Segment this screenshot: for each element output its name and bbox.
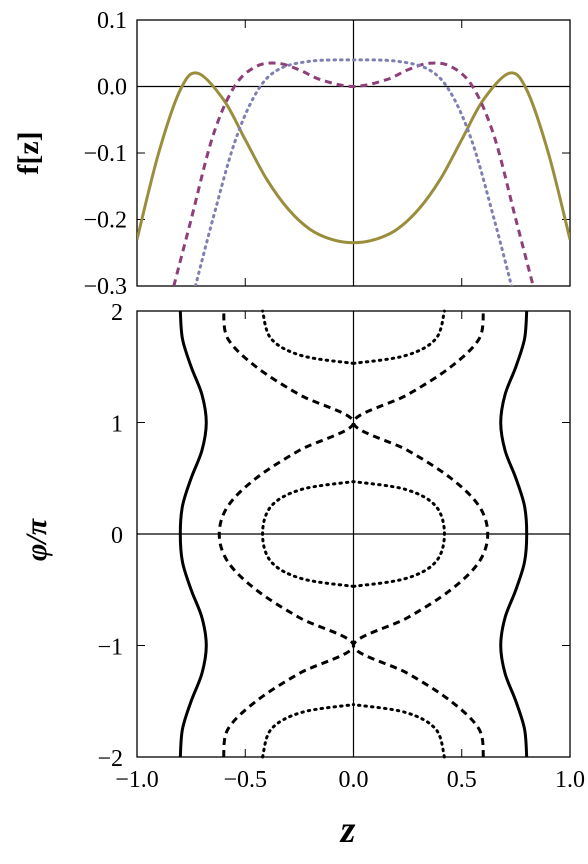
bottom-series-dotted-loop-0-right — [352, 480, 446, 588]
top-y-tick-label-0: 0.1 — [97, 8, 127, 34]
bottom-series-solid-right — [499, 310, 529, 758]
top-series-line-solid — [137, 71, 570, 245]
top-y-tick-labels: 0.1 0.0 −0.1 −0.2 −0.3 — [83, 8, 127, 300]
bottom-series-dotted-loop-2-left — [261, 703, 355, 759]
bottom-y-tick-label-3: −1 — [97, 635, 123, 661]
bottom-y-tick-label-2: 0 — [111, 523, 123, 549]
top-y-tick-label-1: 0.0 — [97, 75, 127, 101]
bottom-ticks — [136, 310, 571, 758]
top-series — [137, 58, 570, 286]
bottom-y-tick-label-0: 2 — [111, 300, 123, 326]
bottom-series-dashed-left — [217, 310, 356, 758]
top-y-axis-label: f[z] — [12, 131, 45, 174]
top-series-line-dashed — [172, 61, 535, 286]
bottom-series-dotted-loop-2-right — [352, 703, 446, 759]
top-y-tick-label-2: −0.1 — [83, 141, 127, 167]
bottom-y-tick-labels: 2 1 0 −1 −2 — [97, 300, 123, 772]
bottom-series-dotted-loop-1-left — [261, 309, 355, 365]
bottom-zero-axes — [137, 311, 570, 757]
bottom-y-tick-label-4: −2 — [97, 746, 123, 772]
bottom-x-tick-label-3: 0.5 — [447, 767, 477, 793]
top-panel: 0.1 0.0 −0.1 −0.2 −0.3 f[z] — [12, 8, 571, 300]
bottom-series-solid-left — [178, 310, 208, 758]
bottom-y-tick-label-1: 1 — [111, 412, 123, 438]
bottom-series-dotted-loop-1-right — [352, 309, 446, 365]
bottom-y-axis-label: φ/π — [20, 518, 53, 561]
bottom-series-dotted-loop-0-left — [261, 480, 355, 588]
bottom-x-tick-label-4: 1.0 — [555, 767, 585, 793]
bottom-x-tick-label-1: −0.5 — [223, 767, 267, 793]
bottom-panel: 2 1 0 −1 −2 −1.0 −0.5 0.0 0.5 1.0 φ/π z — [20, 300, 585, 851]
bottom-series-dashed-right — [351, 310, 490, 758]
bottom-x-axis-label: z — [339, 809, 356, 851]
bottom-x-tick-labels: −1.0 −0.5 0.0 0.5 1.0 — [115, 767, 585, 793]
top-y-tick-label-4: −0.3 — [83, 274, 127, 300]
top-y-tick-label-3: −0.2 — [83, 208, 127, 234]
bottom-series — [178, 309, 529, 759]
bottom-x-tick-label-0: −1.0 — [115, 767, 159, 793]
top-series-line-dotted — [193, 58, 514, 286]
bottom-x-tick-label-2: 0.0 — [339, 767, 369, 793]
